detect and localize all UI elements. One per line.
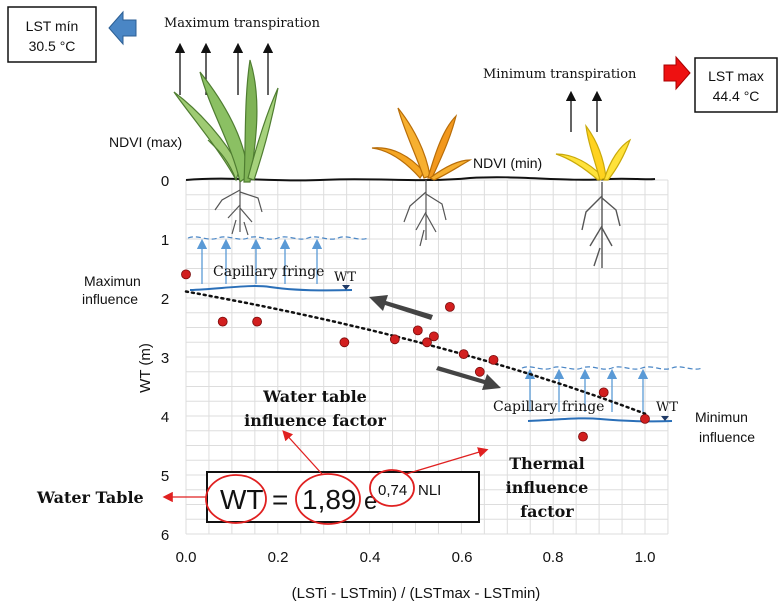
green-plant-roots bbox=[214, 182, 263, 236]
yellow-plant-roots bbox=[581, 182, 621, 268]
highlight-coefficient bbox=[295, 473, 361, 525]
min-transpiration-arrows bbox=[565, 90, 603, 132]
data-point bbox=[474, 366, 485, 377]
equation-coefficient: 1,89 bbox=[302, 484, 357, 515]
highlight-exponent bbox=[369, 469, 415, 507]
orange-plant-icon bbox=[371, 107, 473, 181]
data-point bbox=[444, 301, 455, 312]
lst-min-box: LST mín 30.5 °C bbox=[7, 6, 97, 63]
yellow-plant-icon bbox=[555, 123, 632, 181]
thermal-factor-line3: factor bbox=[520, 502, 574, 521]
y-tick-5: 5 bbox=[161, 468, 169, 485]
capillary-fringe-left-label: Capillary fringe bbox=[213, 264, 324, 280]
x-tick-0: 0.0 bbox=[176, 549, 197, 566]
data-point bbox=[578, 431, 588, 442]
y-tick-6: 6 bbox=[161, 527, 169, 544]
data-point bbox=[640, 413, 650, 424]
y-tick-0: 0 bbox=[161, 173, 169, 190]
x-tick-1: 0.2 bbox=[268, 549, 289, 566]
y-tick-2: 2 bbox=[161, 291, 169, 308]
x-tick-3: 0.6 bbox=[452, 549, 473, 566]
annotation-arrows bbox=[162, 430, 489, 503]
capillary-fringe-right-label: Capillary fringe bbox=[493, 399, 604, 415]
y-tick-labels: 0 1 2 3 4 5 6 bbox=[161, 173, 169, 544]
equation-box: WT = 1,89 e 0,74 NLI bbox=[205, 469, 480, 525]
equation-exp-coefficient: 0,74 bbox=[378, 482, 407, 499]
data-point bbox=[181, 269, 191, 280]
data-point bbox=[488, 354, 499, 365]
lst-max-box: LST max 44.4 °C bbox=[694, 57, 778, 113]
max-transpiration-arrows bbox=[174, 42, 274, 95]
ground-surface-line bbox=[185, 176, 656, 182]
wt-left-label: WT bbox=[334, 270, 356, 285]
lst-min-label: LST mín bbox=[26, 18, 79, 34]
lst-max-value: 44.4 °C bbox=[713, 88, 760, 104]
data-point bbox=[422, 337, 432, 348]
trend-direction-arrows bbox=[369, 295, 501, 390]
thermal-factor-line2: influence bbox=[506, 478, 589, 497]
data-point bbox=[598, 387, 609, 398]
ndvi-max-label: NDVI (max) bbox=[109, 134, 182, 150]
orange-plant-roots bbox=[403, 180, 447, 247]
y-tick-4: 4 bbox=[161, 409, 169, 426]
min-transpiration-label: Minimum transpiration bbox=[483, 67, 637, 82]
left-arrow-icon bbox=[108, 10, 137, 46]
max-influence-line2: influence bbox=[82, 291, 138, 307]
y-tick-1: 1 bbox=[161, 232, 169, 249]
data-point bbox=[412, 325, 423, 336]
wt-factor-line2: influence factor bbox=[244, 411, 386, 430]
thermal-factor-line1: Thermal bbox=[509, 454, 585, 473]
x-tick-4: 0.8 bbox=[543, 549, 564, 566]
equation-equals: = bbox=[272, 484, 288, 515]
y-tick-3: 3 bbox=[161, 350, 169, 367]
equation-lhs: WT bbox=[220, 484, 264, 515]
wt-factor-line1: Water table bbox=[262, 387, 367, 406]
data-point bbox=[389, 334, 400, 345]
data-points bbox=[181, 269, 650, 442]
data-point bbox=[428, 331, 439, 342]
highlight-wt bbox=[205, 474, 267, 524]
wt-right-label: WT bbox=[656, 400, 678, 415]
data-point bbox=[252, 316, 263, 327]
max-transpiration-label: Maximum transpiration bbox=[164, 16, 321, 31]
x-tick-labels: 0.0 0.2 0.4 0.6 0.8 1.0 bbox=[176, 549, 656, 566]
ndvi-min-label: NDVI (min) bbox=[473, 155, 542, 171]
lst-min-value: 30.5 °C bbox=[29, 38, 76, 54]
water-table-label: Water Table bbox=[36, 488, 144, 507]
green-plant-icon bbox=[173, 59, 279, 184]
x-axis-label: (LSTi - LSTmin) / (LSTmax - LSTmin) bbox=[292, 585, 541, 602]
data-point bbox=[339, 337, 350, 348]
capillary-fringe-left bbox=[187, 236, 369, 292]
capillary-fringe-right bbox=[521, 366, 703, 423]
trend-curve bbox=[184, 290, 647, 415]
data-point bbox=[217, 316, 228, 327]
equation-base: e bbox=[364, 488, 377, 515]
data-point bbox=[458, 349, 469, 360]
max-influence-line1: Maximun bbox=[84, 273, 141, 289]
x-tick-2: 0.4 bbox=[360, 549, 381, 566]
lst-max-label: LST max bbox=[708, 68, 764, 84]
min-influence-line2: influence bbox=[699, 429, 755, 445]
min-influence-line1: Minimun bbox=[695, 409, 748, 425]
y-axis-label: WT (m) bbox=[137, 343, 154, 393]
equation-exp-variable: NLI bbox=[418, 482, 441, 499]
x-tick-5: 1.0 bbox=[635, 549, 656, 566]
right-arrow-icon bbox=[663, 55, 691, 91]
